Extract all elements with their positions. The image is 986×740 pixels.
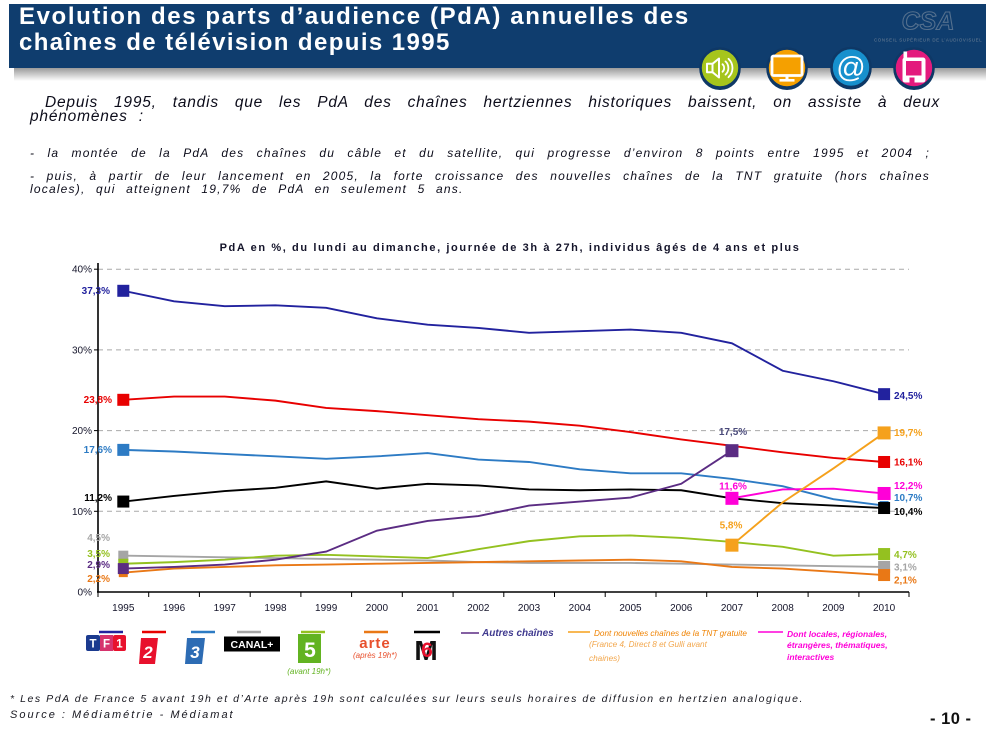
svg-text:3,5%: 3,5% <box>87 549 110 560</box>
svg-text:1998: 1998 <box>264 603 287 614</box>
svg-text:T: T <box>89 639 96 651</box>
svg-text:2005: 2005 <box>619 603 642 614</box>
svg-text:2008: 2008 <box>772 603 795 614</box>
svg-text:chaines): chaines) <box>589 654 620 663</box>
svg-text:2,1%: 2,1% <box>894 576 917 587</box>
svg-text:1996: 1996 <box>163 603 186 614</box>
svg-text:11,6%: 11,6% <box>719 482 747 493</box>
svg-text:(avant 19h*): (avant 19h*) <box>287 667 331 676</box>
svg-text:5: 5 <box>304 639 316 662</box>
svg-text:CSA: CSA <box>902 8 955 36</box>
svg-text:@: @ <box>836 52 865 84</box>
svg-text:1: 1 <box>116 639 123 651</box>
svg-text:2002: 2002 <box>467 603 490 614</box>
svg-text:Autres chaînes: Autres chaînes <box>481 628 554 639</box>
svg-text:23,8%: 23,8% <box>84 395 112 406</box>
svg-text:2,9%: 2,9% <box>87 560 110 571</box>
svg-text:19,7%: 19,7% <box>894 428 922 439</box>
svg-text:CONSEIL SUPÉRIEUR DE L’AUDIOVI: CONSEIL SUPÉRIEUR DE L’AUDIOVISUEL <box>874 38 982 43</box>
svg-text:2006: 2006 <box>670 603 693 614</box>
svg-text:4,5%: 4,5% <box>87 533 110 544</box>
svg-text:2004: 2004 <box>569 603 592 614</box>
svg-text:24,5%: 24,5% <box>894 391 922 402</box>
svg-text:PdA en %, du lundi au dimanche: PdA en %, du lundi au dimanche, journée … <box>220 242 801 254</box>
svg-text:10,4%: 10,4% <box>894 507 922 518</box>
svg-text:2010: 2010 <box>873 603 896 614</box>
svg-text:40%: 40% <box>72 265 92 276</box>
svg-text:12,2%: 12,2% <box>894 481 922 492</box>
svg-text:3,1%: 3,1% <box>894 563 917 574</box>
svg-text:4,7%: 4,7% <box>894 550 917 561</box>
svg-text:F: F <box>103 639 110 651</box>
svg-text:interactives: interactives <box>787 652 835 662</box>
svg-text:11,2%: 11,2% <box>84 493 112 504</box>
svg-text:17,5%: 17,5% <box>719 427 747 438</box>
svg-text:(France 4, Direct 8 et Gulli a: (France 4, Direct 8 et Gulli avant <box>589 640 708 649</box>
svg-text:16,1%: 16,1% <box>894 458 922 469</box>
svg-text:3: 3 <box>190 643 200 662</box>
svg-text:Dont nouvelles chaînes de la T: Dont nouvelles chaînes de la TNT gratuit… <box>594 629 747 638</box>
svg-text:1999: 1999 <box>315 603 338 614</box>
svg-text:2007: 2007 <box>721 603 744 614</box>
svg-text:6: 6 <box>421 639 433 662</box>
svg-text:20%: 20% <box>72 426 92 437</box>
svg-text:5,8%: 5,8% <box>720 521 743 532</box>
svg-text:10,7%: 10,7% <box>894 493 922 504</box>
svg-text:arte: arte <box>359 635 391 652</box>
svg-text:2001: 2001 <box>416 603 439 614</box>
svg-text:1995: 1995 <box>112 603 135 614</box>
svg-text:(après 19h*): (après 19h*) <box>353 651 397 660</box>
svg-text:M: M <box>414 635 437 666</box>
svg-text:2003: 2003 <box>518 603 541 614</box>
svg-text:1997: 1997 <box>214 603 237 614</box>
svg-text:37,3%: 37,3% <box>82 286 110 297</box>
svg-text:2,2%: 2,2% <box>87 574 110 585</box>
svg-text:étrangères, thématiques,: étrangères, thématiques, <box>787 640 888 650</box>
svg-text:10%: 10% <box>72 507 92 518</box>
svg-text:0%: 0% <box>78 588 93 599</box>
svg-text:CANAL+: CANAL+ <box>231 639 274 651</box>
svg-text:2: 2 <box>142 643 153 662</box>
svg-text:30%: 30% <box>72 345 92 356</box>
svg-text:17,6%: 17,6% <box>84 445 112 456</box>
svg-text:2000: 2000 <box>366 603 389 614</box>
svg-text:Dont locales, régionales,: Dont locales, régionales, <box>787 629 887 639</box>
svg-text:2009: 2009 <box>822 603 845 614</box>
